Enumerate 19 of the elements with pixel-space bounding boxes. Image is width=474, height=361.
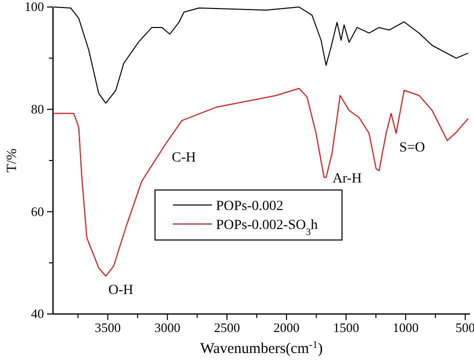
x-tick-label: 1500 xyxy=(333,320,360,336)
line-series xyxy=(53,88,469,277)
annotation: C-H xyxy=(172,150,196,166)
legend-label: POPs-0.002 xyxy=(216,199,284,214)
y-tick-label: 80 xyxy=(31,101,44,116)
x-axis-title: Wavenumbers(cm$^{-1}$) xyxy=(200,340,323,357)
x-tick-label: 2500 xyxy=(214,320,240,336)
annotation: S=O xyxy=(399,140,426,156)
x-tick-label: 1000 xyxy=(392,320,419,336)
legend-label: POPs-0.002-SO$_{3}$h xyxy=(216,218,318,238)
y-tick-label: 100 xyxy=(24,0,44,14)
annotation: Ar-H xyxy=(332,171,362,186)
y-tick-label: 60 xyxy=(31,204,44,219)
annotation: O-H xyxy=(108,283,134,298)
y-axis-title: T/% xyxy=(5,148,20,173)
x-tick-label: 3500 xyxy=(94,320,121,336)
x-tick-label: 2000 xyxy=(274,320,300,336)
y-tick-label: 40 xyxy=(31,306,44,322)
x-tick-label: 3000 xyxy=(154,320,180,336)
